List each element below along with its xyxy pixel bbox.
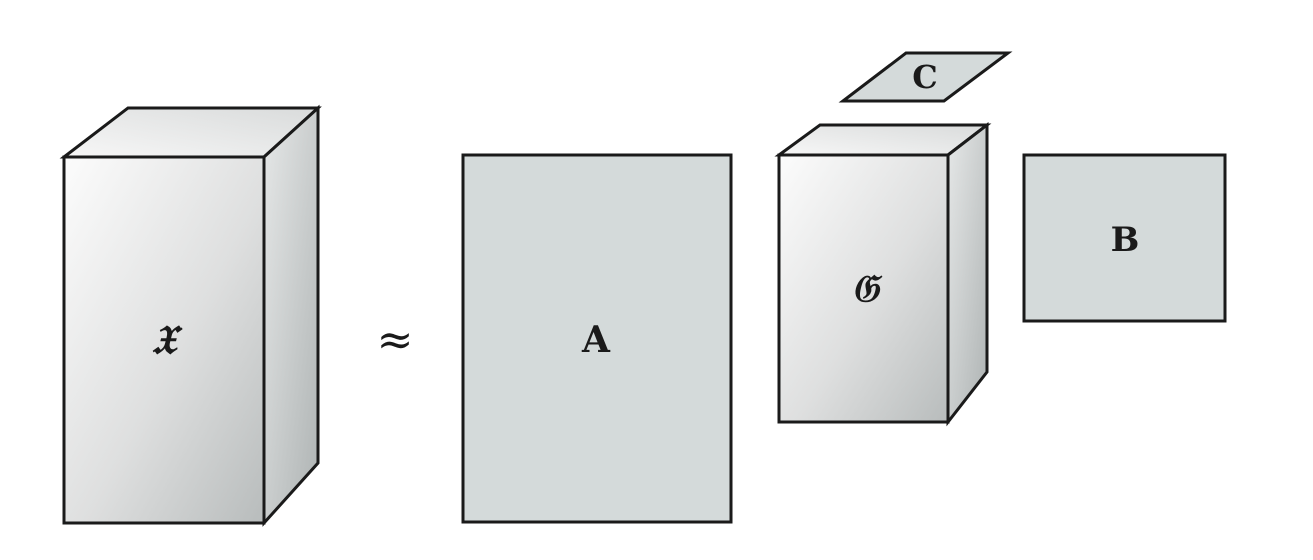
tensor-x-front-face xyxy=(62,155,266,525)
core-tensor-g-front-face xyxy=(777,153,950,424)
matrix-b: B xyxy=(1022,153,1227,323)
matrix-c-shape xyxy=(838,51,1013,103)
matrix-a: A xyxy=(461,153,733,524)
matrix-a-label: A xyxy=(581,319,611,361)
core-tensor-g: 𝔊 xyxy=(774,121,992,427)
matrix-a-rect xyxy=(461,153,733,524)
core-tensor-g-label: 𝔊 xyxy=(851,266,882,311)
matrix-b-label: B xyxy=(1111,220,1140,260)
matrix-b-rect xyxy=(1022,153,1227,323)
matrix-c-label: C xyxy=(912,58,937,96)
approx-symbol: ≈ xyxy=(377,315,414,366)
matrix-c: C xyxy=(838,51,1013,103)
tensor-x: 𝔛 xyxy=(59,104,322,527)
core-tensor-g-side-face xyxy=(946,121,989,427)
tensor-x-side-face xyxy=(262,104,320,527)
